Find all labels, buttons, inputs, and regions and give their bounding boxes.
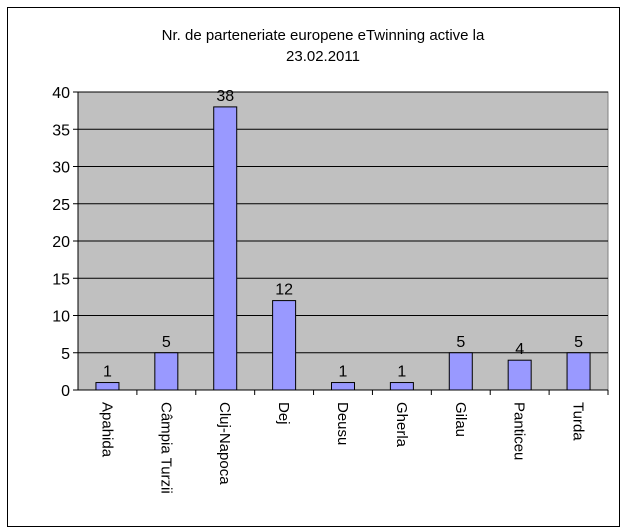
bars [95, 106, 591, 391]
y-tick-label: 10 [52, 309, 70, 326]
x-category-label: Apahida [98, 402, 115, 458]
y-tick-label: 5 [61, 346, 70, 363]
x-category-label: Gilau [452, 402, 469, 437]
x-axis: Apahida Câmpia Turzii Cluj-Napoca Dej Deusu G… [78, 389, 609, 494]
data-label: 5 [574, 334, 583, 351]
y-tick-label: 35 [52, 122, 70, 139]
data-label: 1 [397, 364, 406, 381]
x-category-label: Gherla [393, 402, 410, 448]
x-category-label: Panticeu [511, 402, 528, 460]
chart-title-line-1: Nr. de parteneriate europene eTwinning a… [162, 27, 485, 44]
bar [331, 382, 355, 391]
bar [389, 382, 414, 391]
bar [272, 300, 297, 391]
x-category-label: Turda [570, 402, 587, 441]
chart-title-line-2: 23.02.2011 [286, 48, 360, 65]
bar [566, 352, 591, 391]
gridlines [78, 91, 608, 354]
y-tick-label: 20 [52, 234, 70, 251]
y-tick-label: 25 [52, 197, 70, 214]
bar [448, 352, 473, 391]
bar [154, 352, 179, 391]
data-label: 4 [515, 341, 524, 358]
x-category-label: Cluj-Napoca [216, 402, 233, 485]
y-axis: 0 5 10 15 20 25 30 35 40 [52, 85, 79, 400]
x-category-label: Deusu [334, 402, 351, 445]
x-category-label: Dej [275, 402, 292, 425]
data-label: 1 [339, 364, 348, 381]
data-label: 5 [162, 334, 171, 351]
y-tick-label: 15 [52, 271, 70, 288]
x-category-label: Câmpia Turzii [157, 402, 174, 494]
bar [507, 359, 532, 391]
data-label: 5 [456, 334, 465, 351]
y-tick-label: 0 [61, 383, 70, 400]
y-tick-label: 30 [52, 160, 70, 177]
bar [213, 106, 238, 391]
data-label: 12 [275, 282, 293, 299]
bar [95, 382, 120, 391]
bar-chart: Nr. de parteneriate europene eTwinning a… [52, 27, 609, 494]
y-tick-label: 40 [52, 85, 70, 102]
data-labels: 1 5 38 12 1 1 5 4 5 [103, 88, 583, 381]
data-label: 38 [216, 88, 234, 105]
data-label: 1 [103, 364, 112, 381]
